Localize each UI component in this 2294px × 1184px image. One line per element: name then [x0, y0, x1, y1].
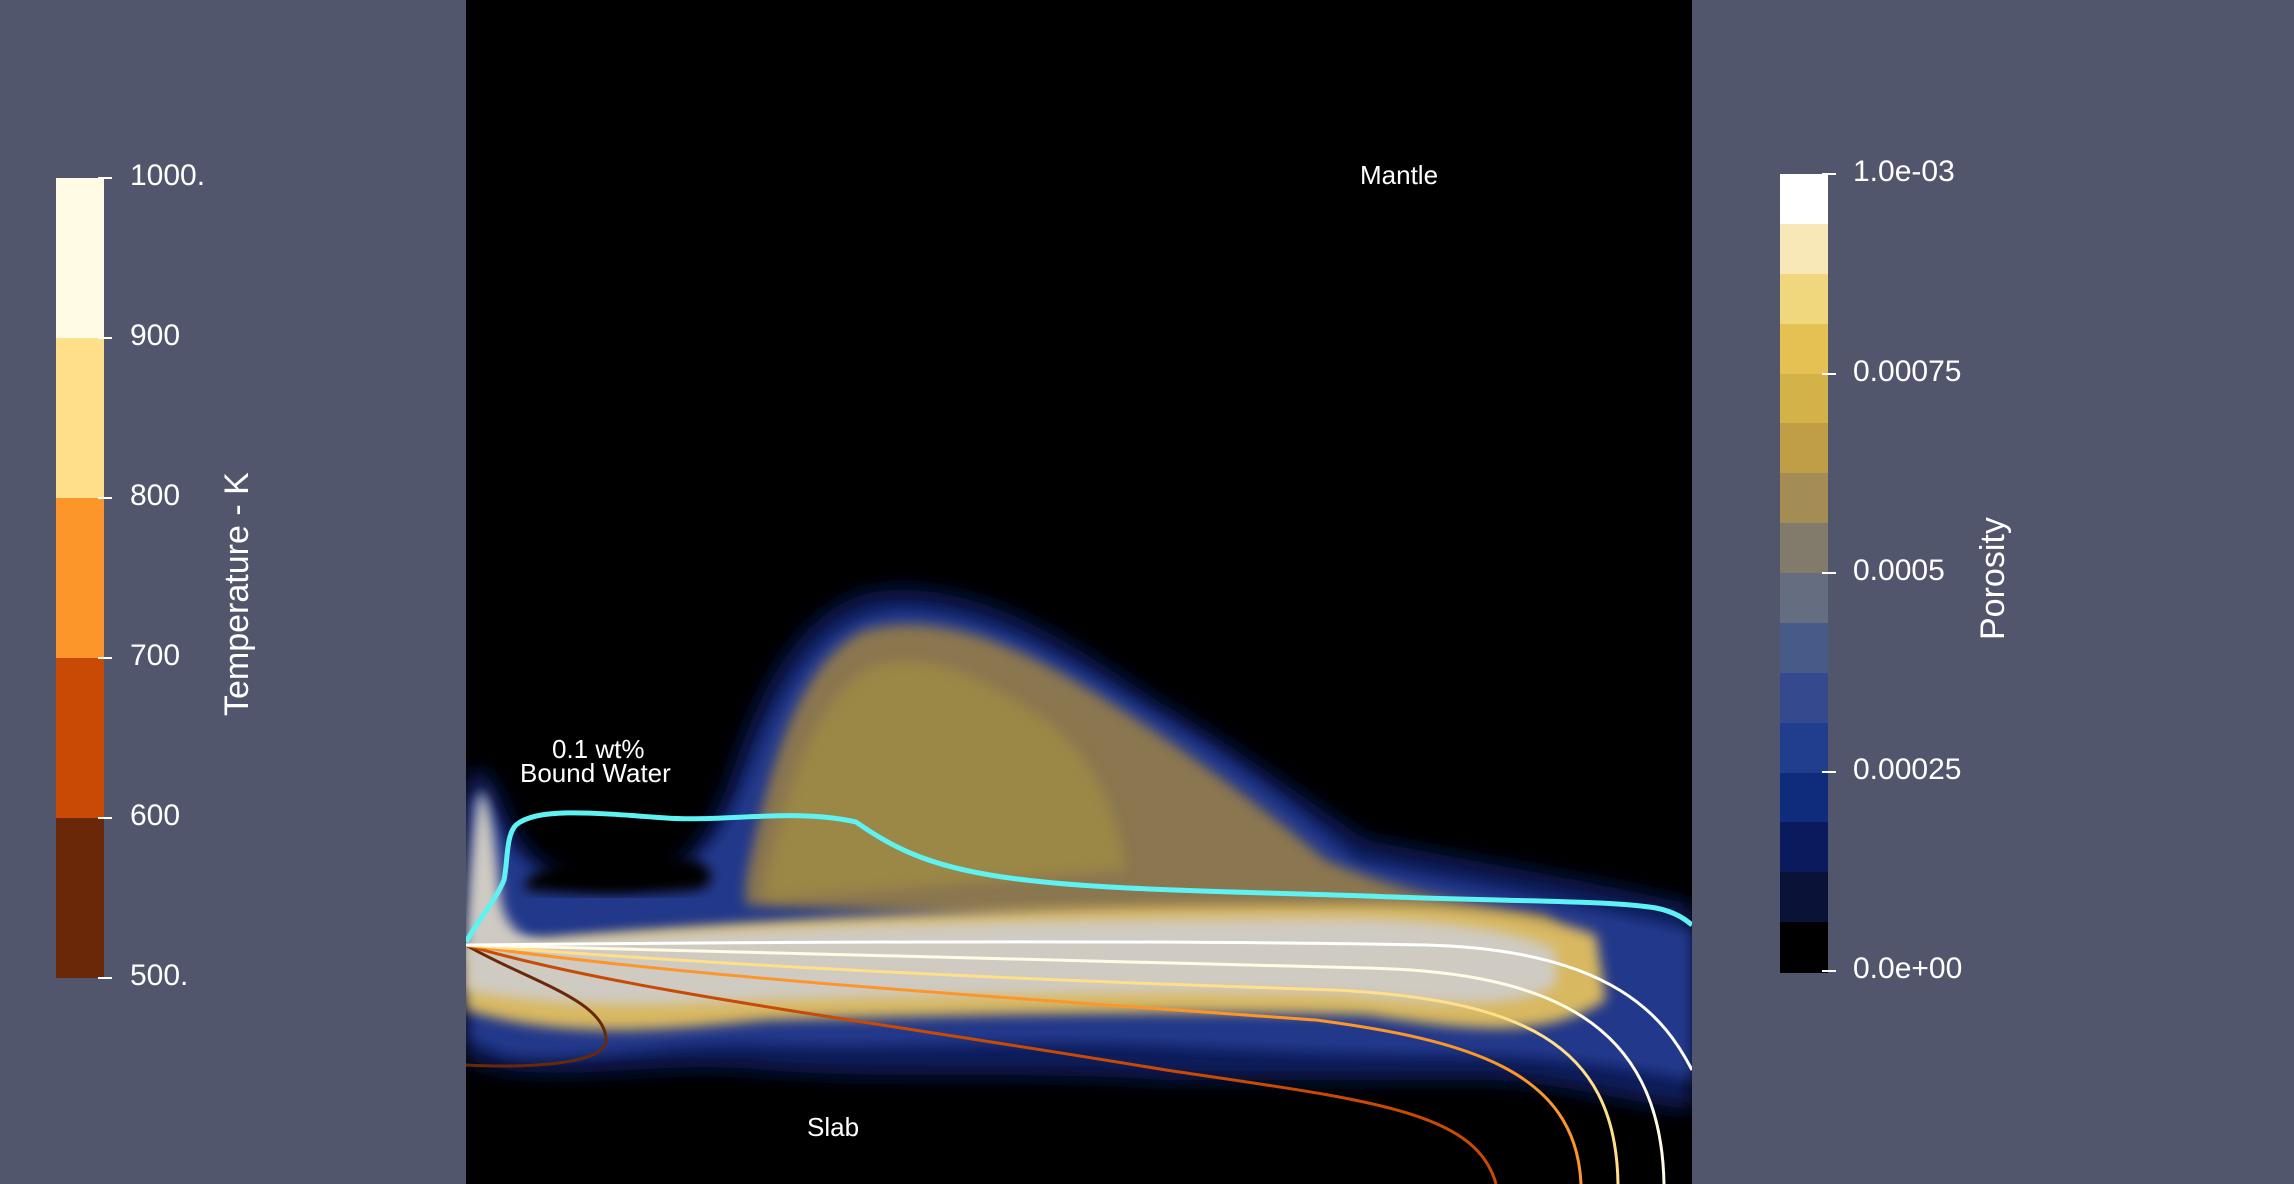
- porosity-band: [1780, 373, 1828, 424]
- temperature-tick-label: 900: [130, 319, 181, 352]
- porosity-trench-wedge: [466, 790, 546, 960]
- porosity-tick-label: 0.0005: [1853, 554, 1945, 587]
- porosity-tick-label: 0.00025: [1853, 753, 1962, 786]
- porosity-tick: [1822, 970, 1836, 972]
- temperature-tick: [98, 497, 112, 499]
- isotherm-800: [466, 943, 1620, 1184]
- porosity-band: [1780, 223, 1828, 275]
- temperature-colorbar: [56, 178, 104, 978]
- porosity-tick: [1822, 373, 1836, 375]
- porosity-tick-label: 1.0e-03: [1853, 155, 1955, 188]
- porosity-band: [1780, 323, 1828, 374]
- porosity-band: [1780, 174, 1828, 225]
- render-viewport[interactable]: Mantle Slab 0.1 wt% Bound Water: [466, 0, 1692, 1184]
- temperature-colorbar-title: Temperature - K: [218, 472, 256, 716]
- porosity-band: [1780, 473, 1828, 524]
- temperature-tick-label: 1000.: [130, 159, 206, 192]
- temperature-band-600-700: [56, 658, 104, 818]
- porosity-band: [1780, 872, 1828, 923]
- temperature-band-500-600: [56, 818, 104, 978]
- temperature-band-900-1000: [56, 178, 104, 338]
- temperature-tick: [98, 657, 112, 659]
- porosity-band: [1780, 523, 1828, 574]
- porosity-band: [1780, 622, 1828, 674]
- bound-water-contour: [466, 810, 1692, 944]
- porosity-band: [1780, 672, 1828, 724]
- temperature-tick-label: 500.: [130, 959, 189, 992]
- bound-water-label-line2: Bound Water: [520, 758, 671, 788]
- porosity-tick-label: 0.00075: [1853, 355, 1962, 388]
- bound-water-label-line1: 0.1 wt%: [552, 734, 645, 764]
- temperature-tick-label: 800: [130, 479, 181, 512]
- temperature-tick: [98, 177, 112, 179]
- isotherm-1000: [466, 940, 1692, 1071]
- temperature-tick-label: 700: [130, 639, 181, 672]
- temperature-band-800-900: [56, 338, 104, 498]
- temperature-tick: [98, 817, 112, 819]
- porosity-band: [1780, 273, 1828, 325]
- temperature-tick: [98, 977, 112, 979]
- temperature-band-700-800: [56, 498, 104, 658]
- porosity-void: [526, 854, 711, 894]
- porosity-tick: [1822, 771, 1836, 773]
- porosity-tick: [1822, 572, 1836, 574]
- porosity-band: [1780, 822, 1828, 873]
- isotherm-600: [466, 943, 1498, 1184]
- porosity-tick: [1822, 173, 1836, 175]
- porosity-band: [1780, 722, 1828, 773]
- mantle-label: Mantle: [1360, 160, 1439, 190]
- porosity-colorbar: [1780, 174, 1828, 973]
- temperature-tick: [98, 337, 112, 339]
- porosity-colorbar-title: Porosity: [1974, 517, 2012, 640]
- porosity-saturated-band: [466, 918, 1556, 1005]
- porosity-tick-label: 0.0e+00: [1853, 952, 1963, 985]
- porosity-band: [1780, 922, 1828, 973]
- porosity-band: [1780, 573, 1828, 624]
- isotherm-500: [466, 943, 608, 1068]
- porosity-field-plot: [466, 589, 1692, 1184]
- porosity-band: [1780, 423, 1828, 474]
- porosity-plume-core: [766, 661, 1126, 900]
- isotherm-900: [466, 943, 1666, 1184]
- isotherm-700: [466, 943, 1583, 1184]
- temperature-contours: [466, 940, 1692, 1184]
- porosity-band: [1780, 772, 1828, 823]
- slab-label: Slab: [807, 1112, 860, 1142]
- temperature-tick-label: 600: [130, 799, 181, 832]
